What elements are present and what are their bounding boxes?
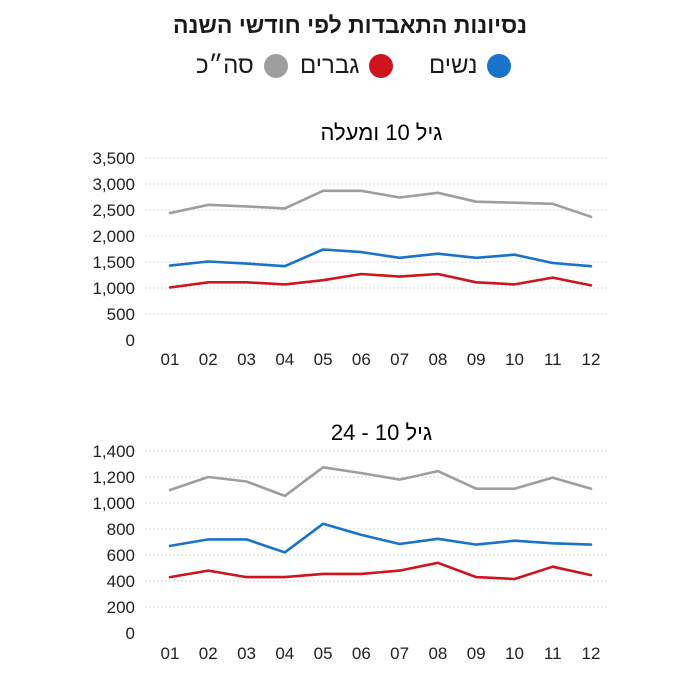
x-tick-label: 10 [505,644,524,663]
x-tick-label: 11 [544,644,562,663]
x-tick-label: 04 [275,644,294,663]
legend-dot-men [369,54,394,78]
y-tick-label: 2,000 [92,227,135,246]
series-line-total [168,465,593,498]
y-tick-label: 600 [107,546,135,565]
legend-dot-women [487,54,512,78]
chart-title: נסיונות התאבדות לפי חודשי השנה [172,12,528,38]
legend-label-men: גברים [300,52,360,79]
series-line-total [168,189,593,219]
series-line-women [168,522,593,554]
panel-title: גיל 10 ומעלה [321,120,443,145]
x-tick-label: 12 [582,350,601,369]
y-tick-label: 800 [107,520,135,539]
y-tick-label: 3,500 [92,149,135,168]
series-line-women [168,248,593,268]
legend-item-women: נשים [429,52,512,80]
legend: נשים גברים סה״כ [0,52,700,88]
x-tick-label: 10 [505,350,524,369]
x-tick-label: 12 [582,644,601,663]
x-tick-label: 06 [352,644,371,663]
x-tick-label: 05 [314,644,333,663]
y-tick-label: 500 [107,305,135,324]
x-tick-label: 07 [390,644,409,663]
y-tick-label: 2,500 [92,201,135,220]
x-tick-label: 01 [161,350,180,369]
x-tick-label: 11 [544,350,562,369]
x-tick-label: 03 [237,350,256,369]
x-tick-label: 02 [199,644,218,663]
x-tick-label: 07 [390,350,409,369]
y-tick-label: 0 [126,331,135,350]
legend-label-total: סה״כ [196,52,254,79]
series-line-men [168,561,593,581]
series-line-men [168,272,593,289]
x-tick-label: 06 [352,350,371,369]
chart-panel-age-10-plus: גיל 10 ומעלה 3,500 3,000 2,500 2,000 1,500 1,0… [92,120,608,369]
legend-item-men: גברים [300,52,394,80]
x-tick-label: 03 [237,644,256,663]
panel-title: גיל 10 - 24 [331,420,432,445]
x-tick-label: 05 [314,350,333,369]
x-tick-label: 01 [161,644,180,663]
x-tick-label: 09 [467,644,486,663]
legend-dot-total [263,54,288,78]
x-tick-label: 08 [428,350,447,369]
x-tick-label: 02 [199,350,218,369]
y-tick-label: 1,000 [92,494,135,513]
y-tick-label: 1,000 [92,279,135,298]
y-tick-label: 3,000 [92,175,135,194]
y-tick-label: 1,500 [92,253,135,272]
x-tick-label: 09 [467,350,486,369]
chart-panel-age-10-24: גיל 10 - 24 1,400 1,200 1,000 800 600 400 200 0 0… [92,420,608,663]
legend-label-women: נשים [429,52,478,79]
x-tick-label: 04 [275,350,294,369]
y-tick-label: 1,400 [92,442,135,461]
y-tick-label: 1,200 [92,468,135,487]
y-tick-label: 0 [126,624,135,643]
y-tick-label: 400 [107,572,135,591]
y-tick-label: 200 [107,598,135,617]
x-tick-label: 08 [428,644,447,663]
legend-item-total: סה״כ [196,52,288,80]
